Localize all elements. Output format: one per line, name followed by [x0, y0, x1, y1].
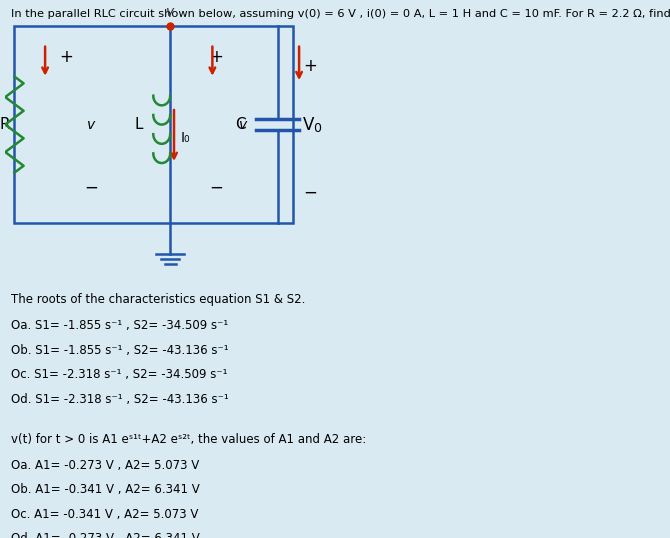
Text: Ob. S1= -1.855 s⁻¹ , S2= -43.136 s⁻¹: Ob. S1= -1.855 s⁻¹ , S2= -43.136 s⁻¹	[11, 344, 229, 357]
Text: v: v	[239, 118, 247, 132]
Text: Oa. A1= -0.273 V , A2= 5.073 V: Oa. A1= -0.273 V , A2= 5.073 V	[11, 459, 200, 472]
Bar	[15, 26, 293, 223]
Text: Oc. S1= -2.318 s⁻¹ , S2= -34.509 s⁻¹: Oc. S1= -2.318 s⁻¹ , S2= -34.509 s⁻¹	[11, 368, 228, 381]
Text: +: +	[209, 48, 223, 66]
Text: 0: 0	[313, 123, 321, 136]
Text: L: L	[135, 117, 143, 132]
Text: V: V	[303, 116, 314, 133]
Text: +: +	[303, 56, 317, 75]
Text: +: +	[60, 48, 74, 66]
Text: v: v	[87, 118, 95, 132]
Text: −: −	[84, 179, 98, 197]
Text: Od. S1= -2.318 s⁻¹ , S2= -43.136 s⁻¹: Od. S1= -2.318 s⁻¹ , S2= -43.136 s⁻¹	[11, 393, 229, 406]
Text: Oa. S1= -1.855 s⁻¹ , S2= -34.509 s⁻¹: Oa. S1= -1.855 s⁻¹ , S2= -34.509 s⁻¹	[11, 319, 228, 332]
Text: I₀: I₀	[180, 131, 190, 145]
Text: v(t) for t > 0 is A1 eˢ¹ᵗ+A2 eˢ²ᵗ, the values of A1 and A2 are:: v(t) for t > 0 is A1 eˢ¹ᵗ+A2 eˢ²ᵗ, the v…	[11, 433, 366, 446]
Text: −: −	[209, 179, 223, 197]
Text: In the parallel RLC circuit shown below, assuming v(0) = 6 V , i(0) = 0 A, L = 1: In the parallel RLC circuit shown below,…	[11, 9, 670, 19]
Text: R: R	[0, 117, 11, 132]
Text: Ob. A1= -0.341 V , A2= 6.341 V: Ob. A1= -0.341 V , A2= 6.341 V	[11, 484, 200, 497]
Text: C: C	[234, 117, 245, 132]
Text: v: v	[166, 5, 174, 19]
Text: Od. A1= -0.273 V , A2= 6.341 V: Od. A1= -0.273 V , A2= 6.341 V	[11, 533, 200, 538]
Text: The roots of the characteristics equation S1 & S2.: The roots of the characteristics equatio…	[11, 293, 306, 306]
Text: −: −	[303, 183, 317, 201]
Text: Oc. A1= -0.341 V , A2= 5.073 V: Oc. A1= -0.341 V , A2= 5.073 V	[11, 508, 199, 521]
